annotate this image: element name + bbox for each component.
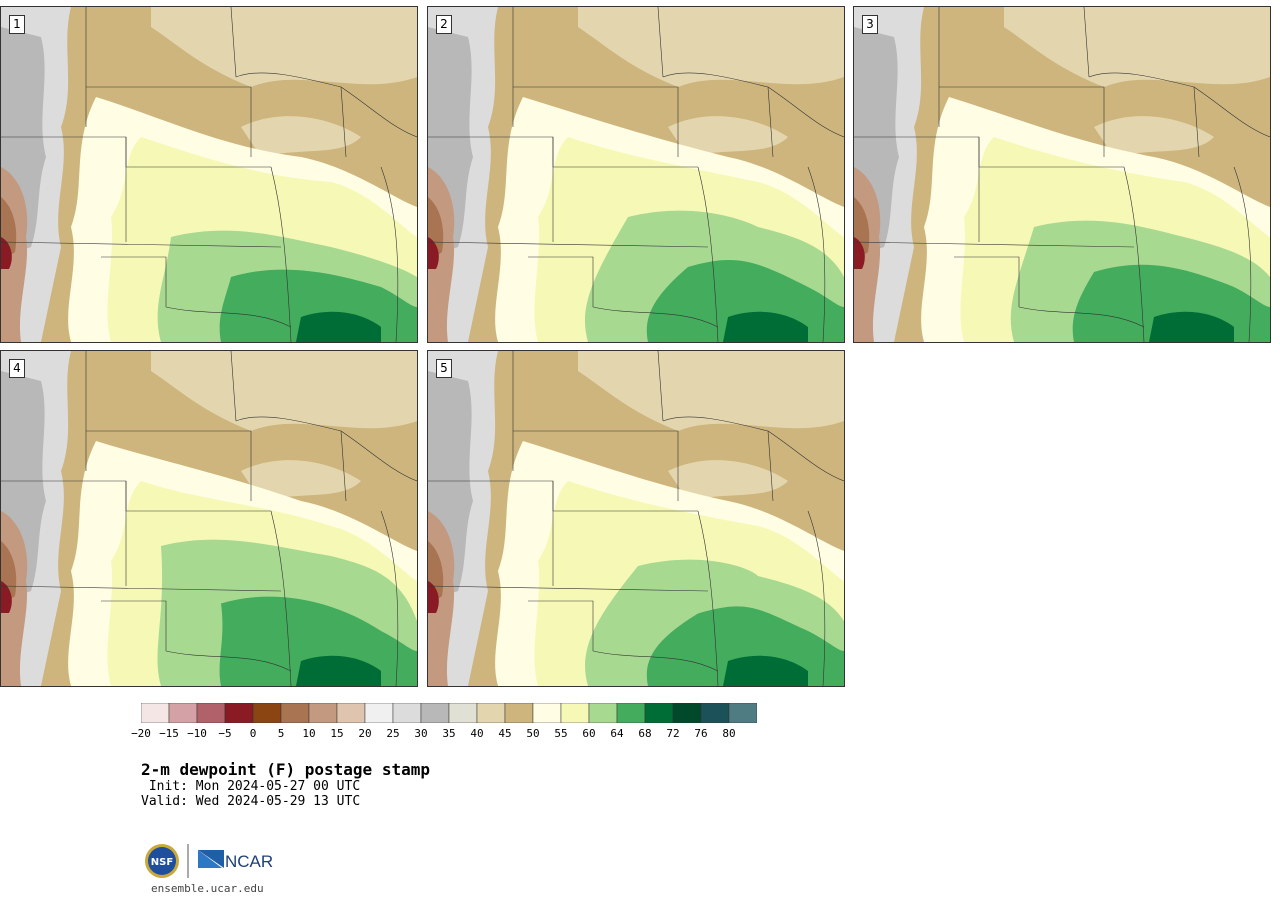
init-time: Init: Mon 2024-05-27 00 UTC [141, 779, 361, 794]
ncar-logo-text: NCAR [225, 852, 273, 871]
site-url[interactable]: ensemble.ucar.edu [151, 882, 264, 895]
colorbar-swatch [616, 703, 646, 723]
colorbar-tick-label: 10 [302, 727, 316, 740]
colorbar-tick-label: 72 [666, 727, 680, 740]
colorbar-swatch [644, 703, 674, 723]
colorbar-tick-label: 35 [442, 727, 456, 740]
colorbar-tick-label: 15 [330, 727, 344, 740]
colorbar-tick-label: 0 [249, 727, 257, 740]
colorbar-swatch [700, 703, 730, 723]
ncar-logo-icon: NCAR [198, 850, 273, 871]
colorbar-swatch [672, 703, 702, 723]
colorbar-tick-label: 68 [638, 727, 652, 740]
colorbar-swatch [588, 703, 618, 723]
colorbar-tick-label: 40 [470, 727, 484, 740]
colorbar-swatch [560, 703, 590, 723]
colorbar-swatch [364, 703, 394, 723]
dewpoint-map [1, 351, 417, 686]
colorbar-tick-label: 45 [498, 727, 512, 740]
colorbar-tick-label: 25 [386, 727, 400, 740]
colorbar-tick-label: −20 [131, 727, 151, 740]
colorbar-swatch [476, 703, 506, 723]
colorbar-tick-label: −10 [187, 727, 207, 740]
dewpoint-map [854, 7, 1270, 342]
panel-number: 2 [436, 15, 452, 34]
colorbar-tick-label: 5 [277, 727, 285, 740]
colorbar-tick-label: 50 [526, 727, 540, 740]
dewpoint-map [428, 7, 844, 342]
colorbar-swatch [420, 703, 450, 723]
colorbar-swatch [448, 703, 478, 723]
colorbar-tick-label: 60 [582, 727, 596, 740]
dewpoint-map [428, 351, 844, 686]
colorbar-tick-label: 30 [414, 727, 428, 740]
colorbar-swatch [168, 703, 198, 723]
map-panel-2[interactable]: 2 [427, 6, 845, 343]
colorbar-swatch [504, 703, 534, 723]
nsf-logo-text: NSF [151, 857, 173, 868]
colorbar-tick-label: 55 [554, 727, 568, 740]
colorbar-tick-label: −5 [218, 727, 232, 740]
dewpoint-map [1, 7, 417, 342]
colorbar-tick-label: 76 [694, 727, 708, 740]
panel-number: 3 [862, 15, 878, 34]
colorbar-swatch [280, 703, 310, 723]
figure-title: 2-m dewpoint (F) postage stamp [141, 760, 430, 779]
colorbar-tick-label: 80 [722, 727, 736, 740]
colorbar-tick-label: 64 [610, 727, 624, 740]
colorbar-swatch [532, 703, 562, 723]
colorbar [141, 703, 757, 723]
colorbar-swatch [224, 703, 254, 723]
map-panel-4[interactable]: 4 [0, 350, 418, 687]
colorbar-swatch [308, 703, 338, 723]
nsf-logo-icon: NSF [145, 844, 179, 878]
valid-time: Valid: Wed 2024-05-29 13 UTC [141, 794, 361, 809]
colorbar-swatch [141, 703, 170, 723]
logos: NSF NCAR [144, 842, 274, 882]
colorbar-swatch [728, 703, 757, 723]
colorbar-swatch [392, 703, 422, 723]
colorbar-tick-label: −15 [159, 727, 179, 740]
colorbar-swatch [196, 703, 226, 723]
map-panel-1[interactable]: 1 [0, 6, 418, 343]
panel-number: 1 [9, 15, 25, 34]
colorbar-swatch [252, 703, 282, 723]
colorbar-tick-label: 20 [358, 727, 372, 740]
panel-number: 5 [436, 359, 452, 378]
colorbar-swatch [336, 703, 366, 723]
map-panel-3[interactable]: 3 [853, 6, 1271, 343]
panel-number: 4 [9, 359, 25, 378]
map-panel-5[interactable]: 5 [427, 350, 845, 687]
